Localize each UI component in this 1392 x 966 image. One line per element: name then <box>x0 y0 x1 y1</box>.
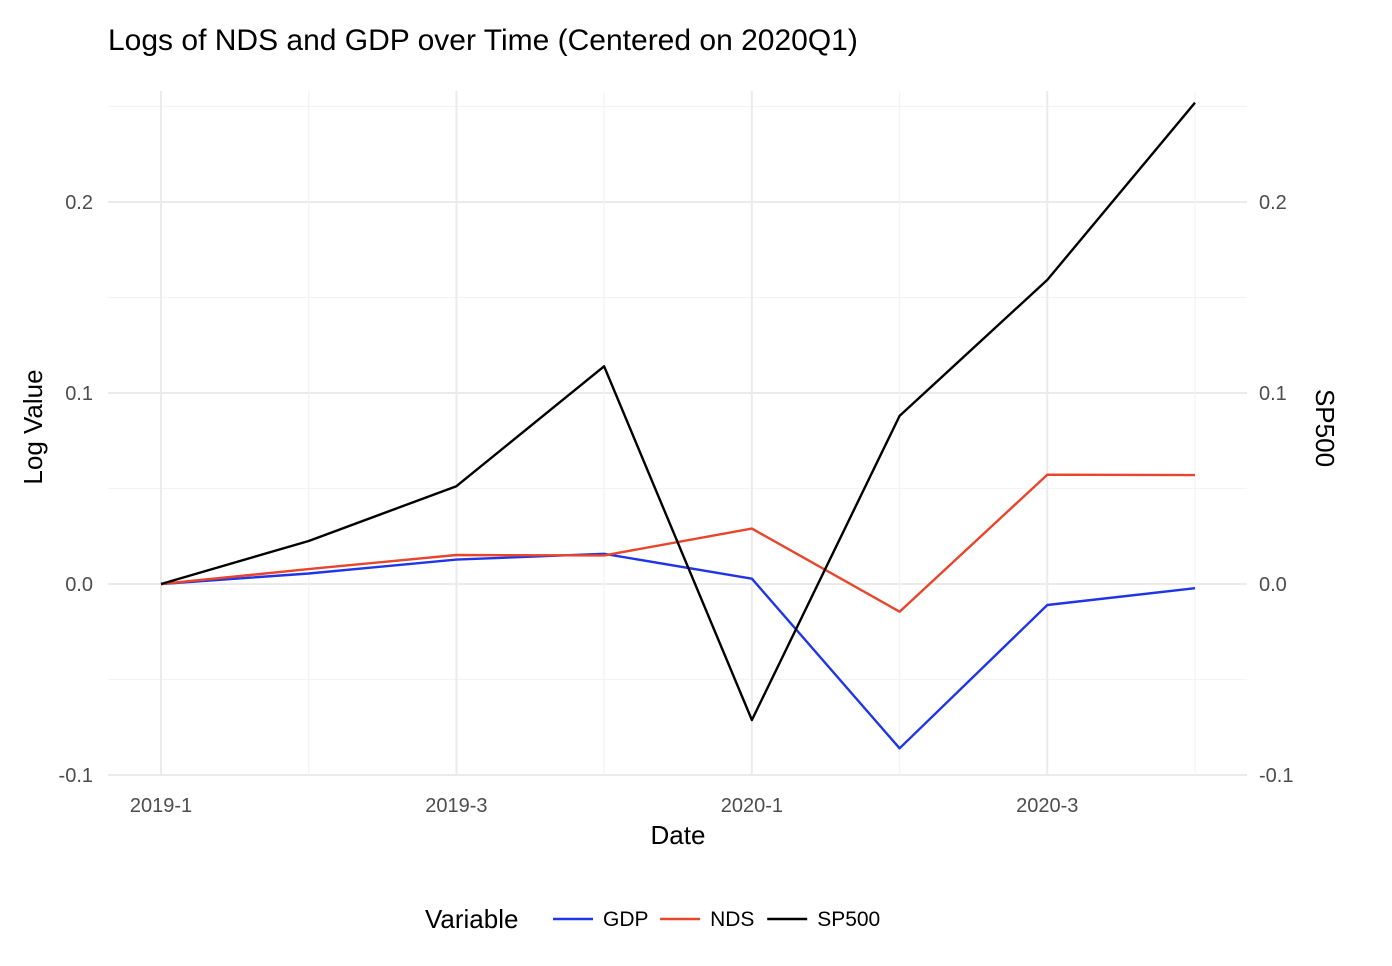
secondary-y-tick-label: 0.2 <box>1259 192 1287 214</box>
y-tick-label: -0.1 <box>59 765 93 787</box>
series-line-sp500 <box>160 101 1196 722</box>
series-line-gdp <box>160 552 1196 750</box>
legend-label: NDS <box>710 908 754 931</box>
legend-item-nds: NDS <box>660 908 754 931</box>
legend-label: GDP <box>603 908 649 931</box>
legend-item-sp500: SP500 <box>767 908 880 931</box>
gridlines <box>108 90 1247 776</box>
x-tick-label: 2019-3 <box>425 795 487 817</box>
secondary-y-tick-label: 0.0 <box>1259 574 1287 596</box>
secondary-y-tick-label: 0.1 <box>1259 383 1287 405</box>
secondary-y-tick-label: -0.1 <box>1259 765 1293 787</box>
secondary-y-axis-title: SP500 <box>1310 389 1340 467</box>
y-tick-label: 0.1 <box>65 383 93 405</box>
legend: Variable GDP NDS SP500 <box>425 904 880 934</box>
x-tick-label: 2020-1 <box>721 795 783 817</box>
legend-item-gdp: GDP <box>553 908 649 931</box>
legend-label: SP500 <box>817 908 880 931</box>
x-tick-label: 2019-1 <box>130 795 192 817</box>
x-tick-label: 2020-3 <box>1016 795 1078 817</box>
x-axis-title: Date <box>651 820 706 850</box>
legend-title: Variable <box>425 904 518 934</box>
series-lines <box>160 101 1196 750</box>
y-tick-label: 0.0 <box>65 574 93 596</box>
y-axis-title: Log Value <box>18 369 48 484</box>
axis-ticks: -0.1 -0.1 0.0 0.0 0.1 0.1 0.2 0.2 2019-1 2019-3 20… <box>59 192 1294 817</box>
y-tick-label: 0.2 <box>65 192 93 214</box>
chart-title: Logs of NDS and GDP over Time (Centered … <box>108 24 858 57</box>
